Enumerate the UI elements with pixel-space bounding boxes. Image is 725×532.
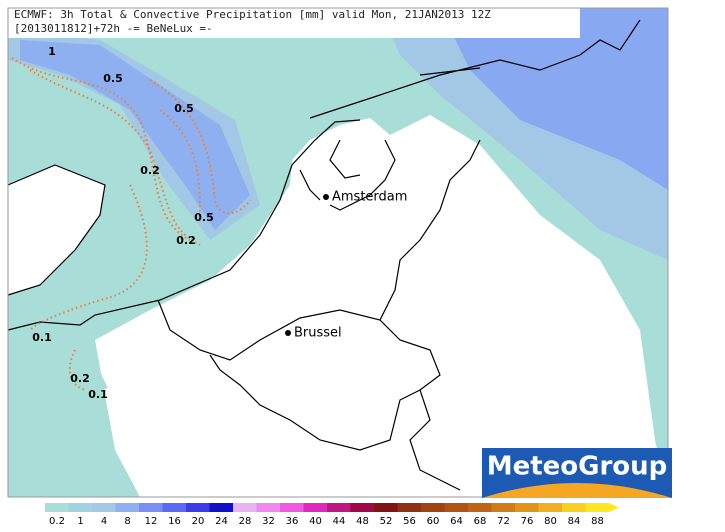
contour-label: 0.5 — [174, 102, 194, 115]
legend-swatch — [585, 503, 609, 512]
legend-swatch — [421, 503, 445, 512]
legend-swatch — [444, 503, 468, 512]
legend-swatch — [68, 503, 92, 512]
legend-swatch — [562, 503, 586, 512]
contour-label: 0.5 — [103, 72, 123, 85]
legend-label: 80 — [544, 516, 557, 527]
city-marker — [323, 194, 329, 200]
legend-swatch — [233, 503, 257, 512]
contour-label: 1 — [48, 45, 56, 58]
legend-label: 20 — [192, 516, 205, 527]
contour-label: 0.2 — [140, 164, 160, 177]
land-continent — [95, 115, 668, 497]
legend-swatch — [303, 503, 327, 512]
legend-label: 68 — [474, 516, 487, 527]
legend-swatch — [45, 503, 69, 512]
legend-arrow — [609, 503, 619, 512]
contour-label: 0.1 — [32, 331, 52, 344]
header-box — [8, 8, 580, 38]
header-line1: ECMWF: 3h Total & Convective Precipitati… — [14, 8, 491, 21]
legend-swatch — [256, 503, 280, 512]
legend-swatch — [209, 503, 233, 512]
legend-label: 52 — [380, 516, 393, 527]
logo-text: MeteoGroup — [487, 452, 668, 482]
legend-swatch — [397, 503, 421, 512]
legend-swatch — [374, 503, 398, 512]
legend-label: 12 — [145, 516, 158, 527]
legend-label: 56 — [403, 516, 416, 527]
legend-label: 0.2 — [49, 516, 65, 527]
contour-lines — [11, 57, 251, 391]
logo-arc — [482, 483, 672, 498]
contour-label: 0.2 — [70, 372, 90, 385]
borders — [157, 139, 481, 491]
legend-label: 1 — [77, 516, 83, 527]
map-frame — [7, 7, 669, 498]
contour-label: 0.1 — [88, 388, 108, 401]
legend-label: 48 — [356, 516, 369, 527]
city-label: Amsterdam — [332, 190, 407, 205]
legend-label: 36 — [286, 516, 299, 527]
contour-label: 0.5 — [194, 211, 214, 224]
legend-swatch — [139, 503, 163, 512]
legend-swatch — [468, 503, 492, 512]
contour-label: 0.2 — [176, 234, 196, 247]
coastline — [7, 119, 396, 331]
land-uk — [8, 165, 105, 295]
legend-label: 24 — [215, 516, 228, 527]
legend-label: 44 — [333, 516, 346, 527]
legend-label: 64 — [450, 516, 463, 527]
legend-swatch — [350, 503, 374, 512]
coastline-north — [309, 19, 641, 119]
legend-label: 88 — [591, 516, 604, 527]
legend-swatch — [327, 503, 351, 512]
legend-label: 40 — [309, 516, 322, 527]
precip-area — [440, 8, 668, 190]
legend-label: 16 — [168, 516, 181, 527]
legend-label: 4 — [101, 516, 107, 527]
legend-swatch — [162, 503, 186, 512]
legend-label: 60 — [427, 516, 440, 527]
legend-label: 76 — [521, 516, 534, 527]
legend-swatch — [538, 503, 562, 512]
legend-swatch — [186, 503, 210, 512]
city-label: Brussel — [294, 326, 342, 341]
precip-band — [20, 40, 250, 230]
legend-label: 84 — [568, 516, 581, 527]
coastline-uk — [7, 164, 106, 296]
city-marker — [285, 330, 291, 336]
legend-swatch — [515, 503, 539, 512]
legend-swatch — [280, 503, 304, 512]
legend-swatch — [115, 503, 139, 512]
legend-label: 28 — [239, 516, 252, 527]
legend-label: 32 — [262, 516, 275, 527]
legend-label: 8 — [124, 516, 130, 527]
legend-swatch — [491, 503, 515, 512]
header-line2: [2013011812]+72h -= BeNeLux =- — [14, 22, 213, 35]
legend-label: 72 — [497, 516, 510, 527]
precip-patch — [66, 370, 108, 395]
legend-swatch — [92, 503, 116, 512]
